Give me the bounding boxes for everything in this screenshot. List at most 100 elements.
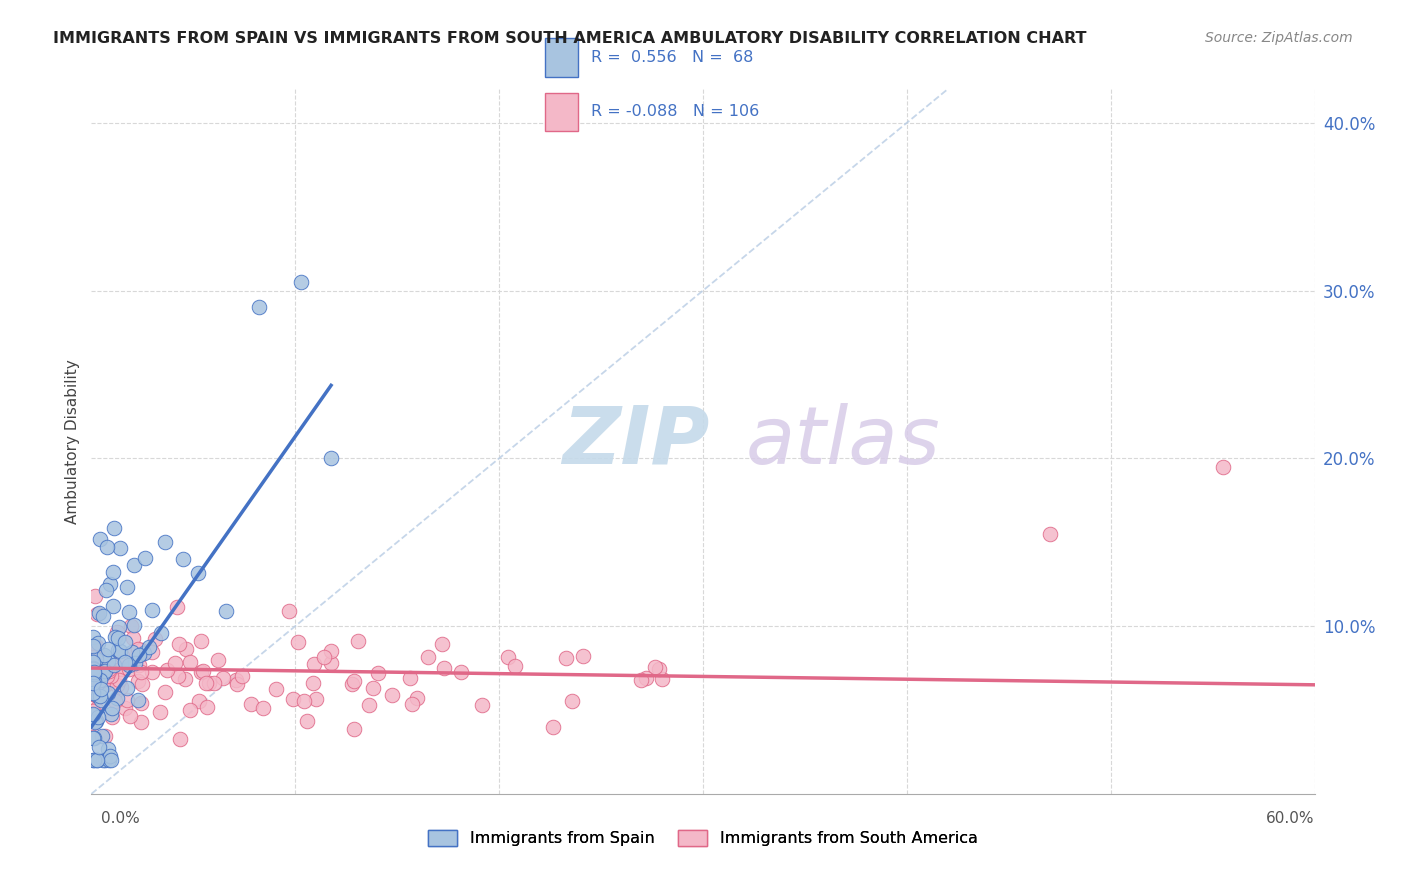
Point [207,653,229,667]
Point [82,640,104,654]
Point [103,657,125,672]
Point [86,753,108,767]
Point [82,731,104,745]
Point [138,640,160,654]
Bar [546,38,578,77]
Point [91,753,114,767]
Point [100,753,122,767]
Point [430,637,453,651]
Point [1212,459,1234,474]
Point [82,661,104,675]
Point [226,677,249,691]
Point [86,607,108,621]
Point [301,676,323,690]
Point [101,710,124,724]
Point [127,673,149,688]
Point [131,645,153,659]
Point [212,672,235,686]
Point [247,301,270,315]
Point [401,697,423,711]
Point [118,605,141,619]
Point [91,667,114,681]
Point [83,687,105,701]
Point [343,722,366,736]
Point [381,688,404,702]
Point [197,676,219,690]
Point [96,669,118,683]
Text: atlas: atlas [745,402,941,481]
Point [100,707,122,722]
Point [82,675,104,690]
Point [89,689,111,703]
Point [319,657,342,671]
Point [129,714,152,729]
Point [89,740,111,755]
Point [187,566,209,581]
Point [132,646,155,660]
Point [82,684,104,698]
Point [84,713,107,727]
Point [83,753,105,767]
Point [101,599,124,613]
Point [541,720,564,734]
Point [97,660,120,674]
Point [343,673,366,688]
Point [644,659,666,673]
Point [179,703,201,717]
Point [121,645,143,659]
Point [118,709,141,723]
Point [554,650,576,665]
Point [155,684,177,698]
Point [96,540,118,554]
Point [141,602,163,616]
Point [634,671,657,685]
Point [471,698,494,713]
Point [117,692,139,706]
Point [93,648,115,663]
Point [105,690,128,705]
Point [94,729,117,743]
Point [107,643,129,657]
Point [82,668,104,682]
Point [97,753,120,767]
Point [108,644,131,658]
Point [103,521,125,535]
Point [90,693,112,707]
Point [215,603,238,617]
Point [169,732,191,747]
Point [97,654,120,668]
Point [319,451,342,466]
Point [87,710,110,724]
Point [84,688,107,702]
Point [82,707,104,722]
Point [496,649,519,664]
Point [94,678,117,692]
Point [107,673,129,687]
Point [141,665,163,679]
Point [561,694,583,708]
Point [281,691,304,706]
Point [141,645,163,659]
Point [314,649,336,664]
Point [134,550,156,565]
Point [86,671,108,685]
Text: 0.0%: 0.0% [101,812,141,826]
Point [104,694,127,708]
Text: ZIP: ZIP [562,402,710,481]
Point [432,661,454,675]
Point [105,678,128,692]
Point [172,552,194,566]
Point [100,701,122,715]
Point [169,637,191,651]
Point [82,630,104,644]
Point [174,641,197,656]
Point [292,694,315,708]
Point [84,639,107,653]
Point [114,635,136,649]
Point [82,753,104,767]
Point [107,631,129,645]
Point [82,709,104,723]
Point [399,671,422,685]
Point [197,700,219,714]
Point [647,662,669,676]
